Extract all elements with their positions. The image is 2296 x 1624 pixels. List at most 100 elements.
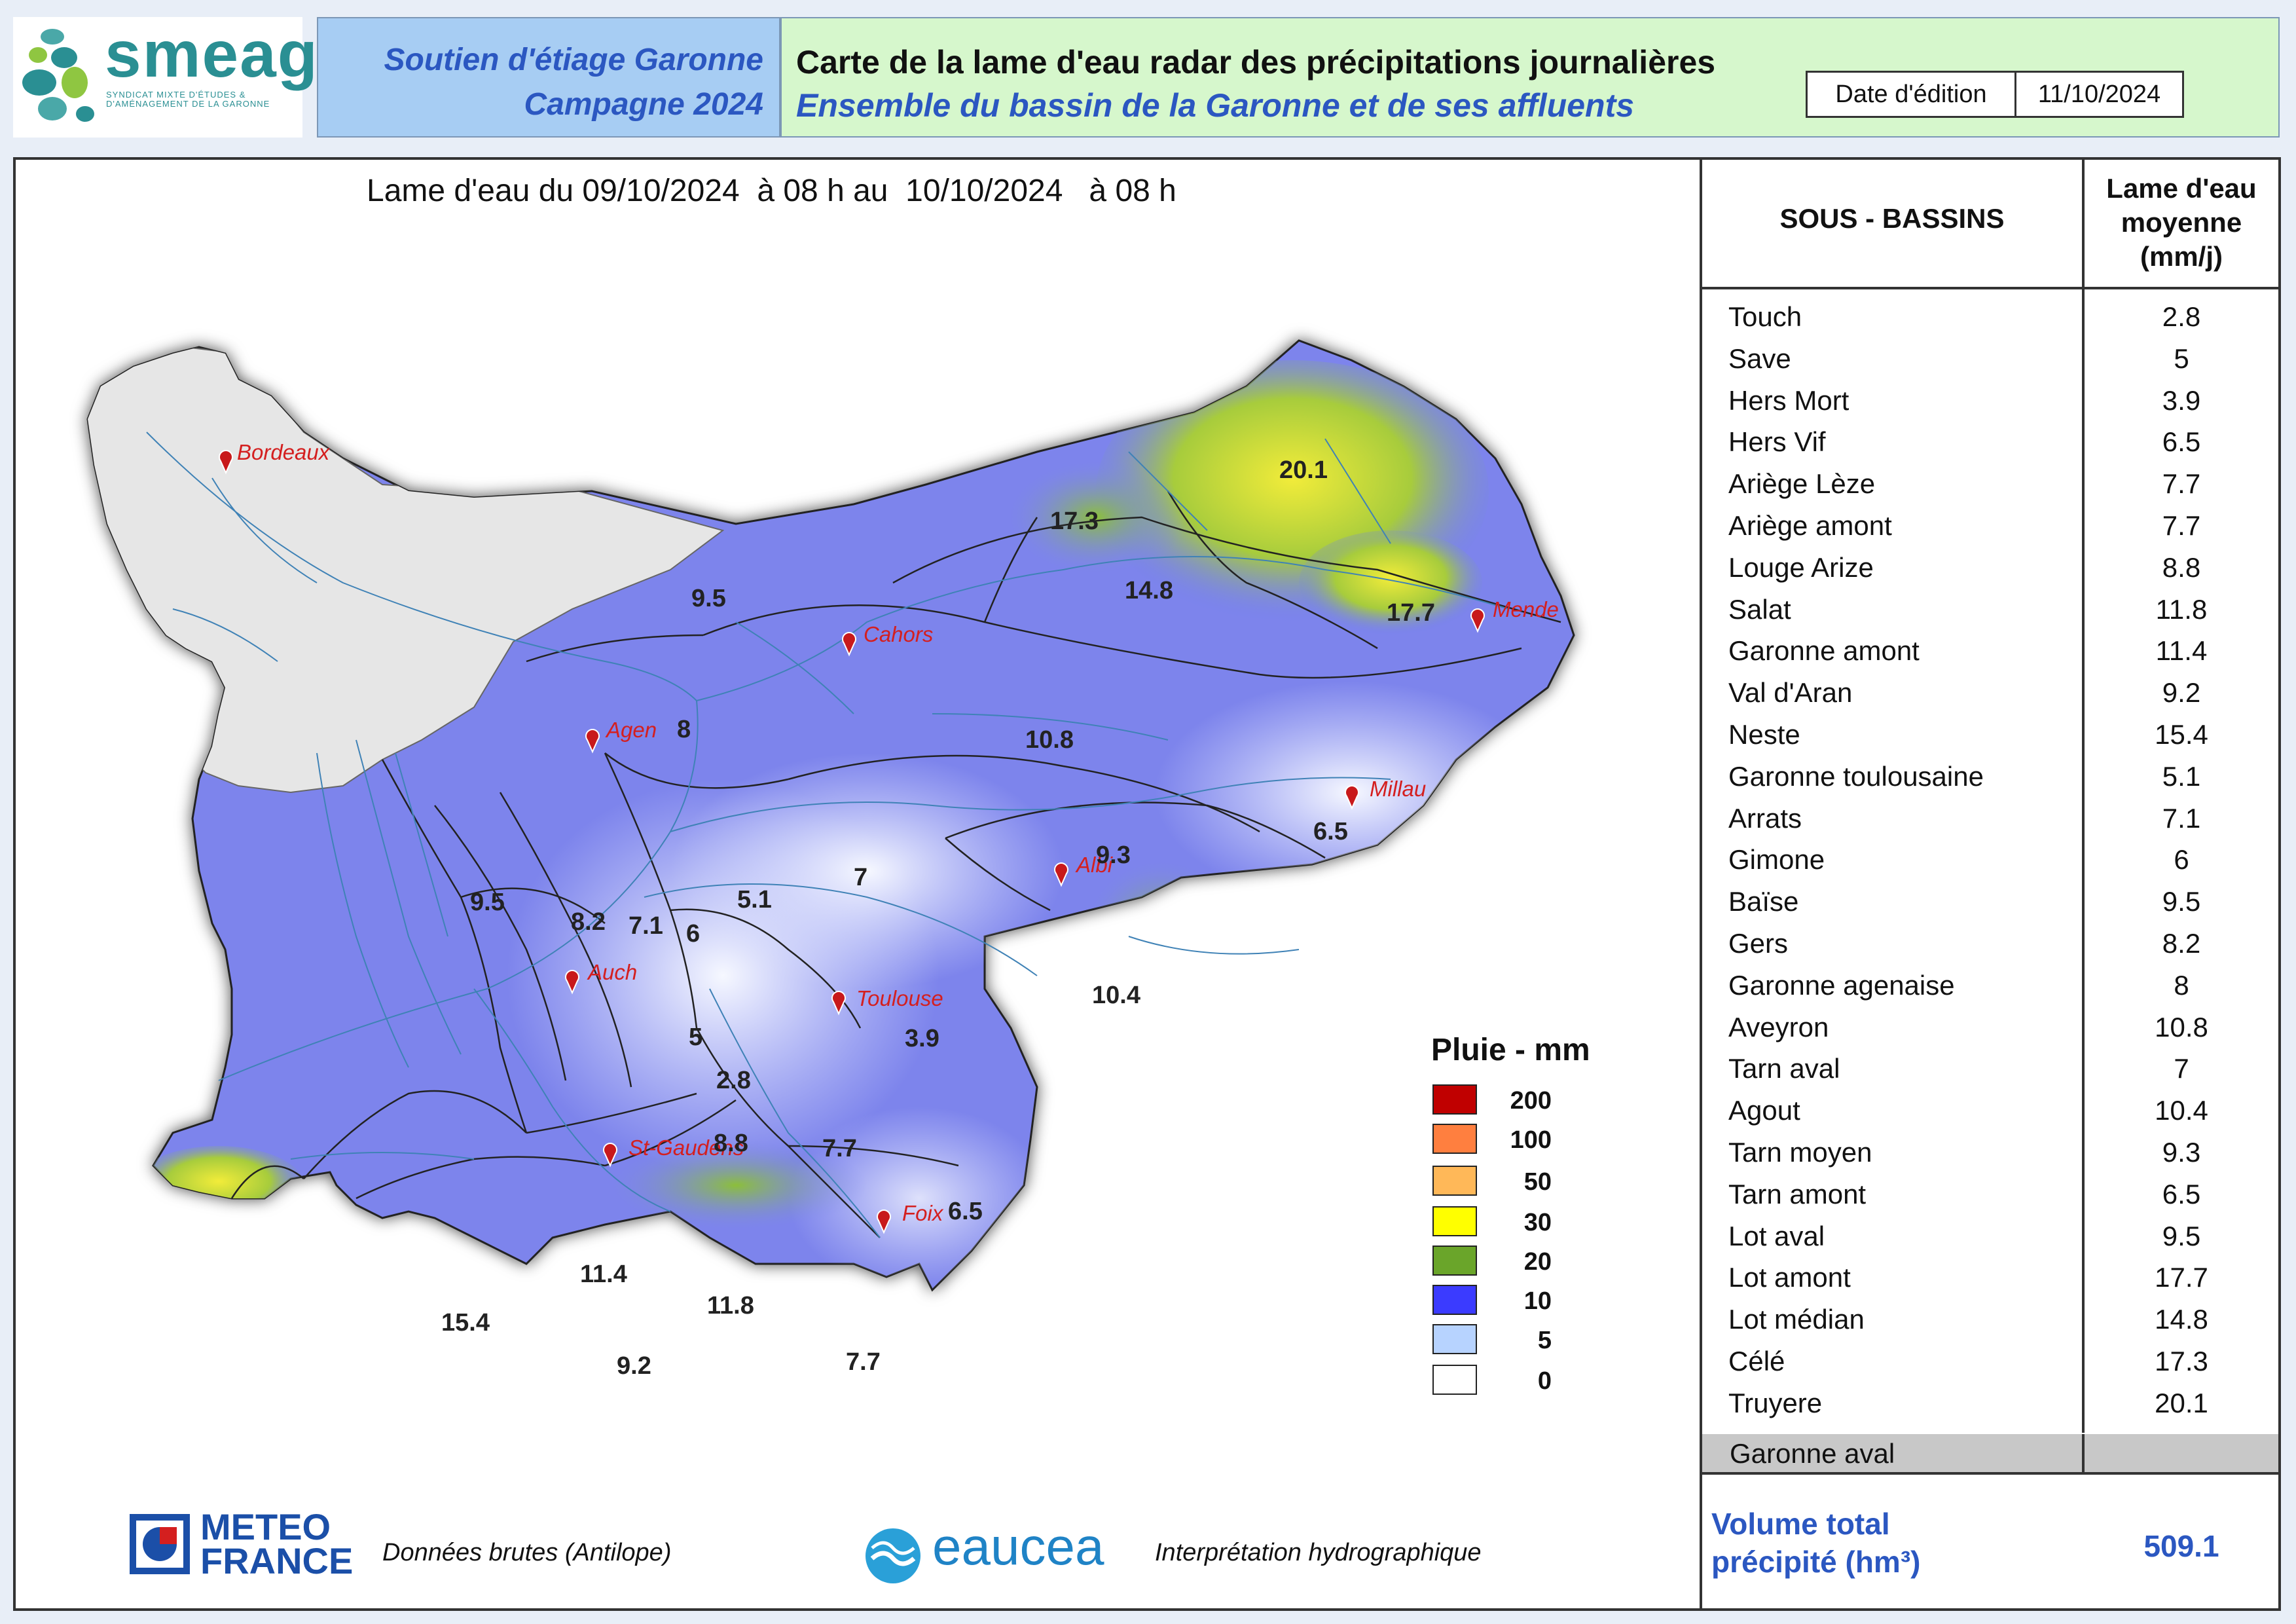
value-garonne-toulousaine: 5.1	[737, 886, 772, 913]
legend-swatch	[1432, 1324, 1477, 1354]
city-label: Foix	[902, 1201, 944, 1225]
value-baise: 9.5	[470, 889, 505, 916]
city-label: Auch	[587, 960, 637, 984]
legend-label: 200	[1510, 1087, 1552, 1115]
row-name: Louge Arize	[1728, 552, 1874, 583]
row-name: Tarn amont	[1728, 1179, 1867, 1209]
legend-item: 50	[1432, 1166, 1563, 1198]
title-box: Carte de la lame d'eau radar des précipi…	[780, 17, 2280, 138]
row-name: Salat	[1728, 594, 1791, 625]
legend-item: 100	[1432, 1124, 1563, 1156]
row-name: Arrats	[1728, 803, 1802, 834]
legend-swatch	[1432, 1084, 1477, 1115]
row-value: 14.8	[2155, 1304, 2208, 1335]
row-value: 7.7	[2162, 510, 2201, 541]
row-value: 5.1	[2162, 761, 2201, 792]
table-footer-line	[1702, 1472, 2278, 1475]
value-lot-aval: 9.5	[691, 585, 726, 612]
table-column-divider	[2082, 157, 2085, 1433]
eaucea-wordmark: eaucea	[932, 1517, 1104, 1576]
row-value: 17.7	[2155, 1262, 2208, 1293]
legend-label: 0	[1537, 1367, 1552, 1395]
value-tarn-moyen: 9.3	[1096, 841, 1131, 869]
row-value: 6	[2174, 844, 2189, 875]
meteo-caption: Données brutes (Antilope)	[382, 1539, 672, 1566]
legend-title: Pluie - mm	[1431, 1033, 1590, 1067]
row-value: 3.9	[2162, 385, 2201, 416]
value-val-d-aran: 9.2	[617, 1352, 651, 1380]
city-bordeaux: Bordeaux	[219, 440, 331, 475]
row-name: Lot amont	[1728, 1262, 1851, 1293]
row-name: Truyere	[1728, 1388, 1823, 1418]
table-header-line	[1702, 287, 2278, 289]
value-neste: 15.4	[441, 1309, 490, 1337]
smeag-tagline: SYNDICAT MIXTE D'ÉTUDES & D'AMÉNAGEMENT …	[106, 90, 270, 109]
city-millau: Millau	[1345, 777, 1426, 810]
legend-swatch	[1432, 1206, 1477, 1236]
row-value: 17.3	[2155, 1346, 2208, 1376]
row-name: Tarn moyen	[1728, 1137, 1872, 1168]
row-name: Ariège amont	[1728, 510, 1892, 541]
legend-item: 200	[1432, 1084, 1563, 1117]
row-value: 10.4	[2155, 1095, 2208, 1126]
basin-values: 20.1 17.3 14.8 17.7 9.5 8 10.8 6.5 9.3 7…	[441, 456, 1435, 1380]
meteo-line-2: FRANCE	[200, 1540, 354, 1581]
row-name: Garonne amont	[1728, 635, 1920, 666]
row-name: Ariège Lèze	[1728, 468, 1876, 499]
city-mende: Mende	[1470, 597, 1559, 633]
city-markers: Bordeaux Cahors Mende Agen Millau Albi A…	[219, 440, 1559, 1234]
row-value: 7.7	[2162, 468, 2201, 499]
row-value: 11.4	[2155, 635, 2208, 666]
city-agen: Agen	[585, 718, 657, 754]
edition-date-label: Date d'édition	[1808, 73, 2016, 116]
row-value: 6.5	[2162, 426, 2201, 457]
value-cele: 17.3	[1050, 507, 1099, 535]
legend-swatch	[1432, 1166, 1477, 1196]
value-gimone: 6	[686, 920, 700, 948]
header-lame-line-3: (mm/j)	[2140, 241, 2223, 272]
table-divider	[1700, 157, 1702, 1611]
value-salat: 11.8	[707, 1292, 754, 1320]
legend-item: 5	[1432, 1324, 1563, 1357]
value-hers-mort: 3.9	[905, 1025, 939, 1052]
row-value: 5	[2174, 343, 2189, 374]
row-name: Lot médian	[1728, 1304, 1865, 1335]
city-label: Agen	[605, 718, 657, 742]
row-value: 9.5	[2162, 886, 2201, 917]
page-title: Carte de la lame d'eau radar des précipi…	[796, 44, 1716, 81]
value-hers-vif: 6.5	[948, 1198, 983, 1225]
row-name: Aveyron	[1728, 1012, 1829, 1043]
row-value: 8.2	[2162, 928, 2201, 959]
row-value: 9.3	[2162, 1137, 2201, 1168]
value-louge-arize: 8.8	[714, 1130, 748, 1157]
row-name: Gers	[1728, 928, 1789, 959]
row-name: Célé	[1728, 1346, 1785, 1376]
row-value: 7	[2174, 1053, 2189, 1084]
value-lot-median: 14.8	[1125, 577, 1173, 604]
value-lot-amont: 17.7	[1387, 599, 1435, 627]
value-save: 5	[689, 1024, 702, 1051]
edition-date: Date d'édition 11/10/2024	[1806, 71, 2184, 118]
smeag-wordmark: smeag	[105, 18, 319, 91]
city-label: Cahors	[864, 622, 933, 646]
row-name: Neste	[1728, 719, 1800, 750]
row-name: Val d'Aran	[1728, 677, 1853, 708]
row-name: Hers Mort	[1728, 385, 1850, 416]
campaign-line-2: Campagne 2024	[524, 87, 763, 122]
page-subtitle: Ensemble du bassin de la Garonne et de s…	[796, 87, 1635, 124]
legend-swatch	[1432, 1365, 1477, 1395]
row-value: 6.5	[2162, 1179, 2201, 1209]
meteo-line-1: METEO	[200, 1506, 331, 1547]
city-label: Bordeaux	[237, 440, 331, 464]
value-ariege-leze: 7.7	[822, 1135, 857, 1162]
value-tarn-amont: 6.5	[1313, 818, 1348, 845]
value-gers: 8.2	[571, 908, 606, 936]
meteo-france-logo-icon	[130, 1514, 190, 1574]
table-row-garonne-aval	[1702, 1434, 2278, 1472]
legend-label: 20	[1523, 1248, 1552, 1276]
row-value: 8	[2174, 970, 2189, 1001]
row-name: Tarn aval	[1728, 1053, 1840, 1084]
value-agout: 10.4	[1092, 982, 1140, 1009]
rainfall-map: Bordeaux Cahors Mende Agen Millau Albi A…	[86, 339, 1575, 1380]
row-name: Save	[1728, 343, 1791, 374]
